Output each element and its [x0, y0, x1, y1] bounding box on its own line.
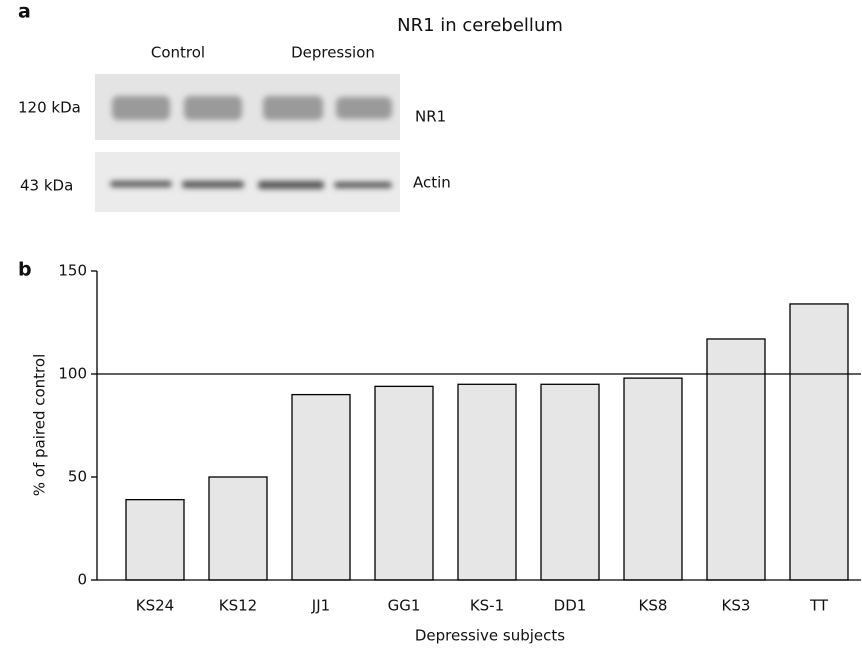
blot-actin [95, 152, 400, 212]
x-tick-label: TT [809, 597, 829, 615]
panel-label: b [18, 259, 32, 281]
bar [458, 384, 516, 580]
panel-label: a [18, 1, 31, 23]
x-tick-label: DD1 [554, 597, 587, 615]
marker-label: 120 kDa [18, 99, 81, 117]
x-tick-label: KS3 [722, 597, 751, 615]
x-tick-label: JJ1 [311, 597, 330, 615]
x-tick-label: KS8 [639, 597, 668, 615]
blot-title: NR1 in cerebellum [397, 15, 563, 36]
bar [209, 477, 267, 580]
y-tick-label: 0 [77, 571, 87, 589]
y-tick-label: 150 [58, 262, 87, 280]
bar [707, 339, 765, 580]
x-tick-label: KS24 [136, 597, 174, 615]
marker-label: 43 kDa [20, 177, 73, 195]
y-tick-label: 100 [58, 365, 87, 383]
bar [624, 378, 682, 580]
bar [375, 386, 433, 580]
lane-label: Control [151, 44, 205, 62]
x-axis-label: Depressive subjects [415, 627, 565, 645]
bar [292, 395, 350, 580]
bar [790, 304, 848, 580]
bar [126, 500, 184, 580]
bar-chart: b KS24 KS12 JJ1 GG1 KS-1 DD1 KS8 KS3 TT 0 50 100 150 D… [18, 259, 861, 645]
band-label: NR1 [415, 108, 446, 126]
lane-label: Depression [291, 44, 375, 62]
blot-nr1 [95, 74, 400, 140]
y-axis-label: % of paired control [31, 354, 49, 496]
x-tick-label: GG1 [388, 597, 421, 615]
y-tick-label: 50 [68, 468, 87, 486]
figure: a NR1 in cerebellum Control Depression 1… [0, 0, 862, 651]
x-tick-label: KS-1 [470, 597, 504, 615]
band-label: Actin [413, 174, 451, 192]
x-tick-label: KS12 [219, 597, 257, 615]
bar [541, 384, 599, 580]
